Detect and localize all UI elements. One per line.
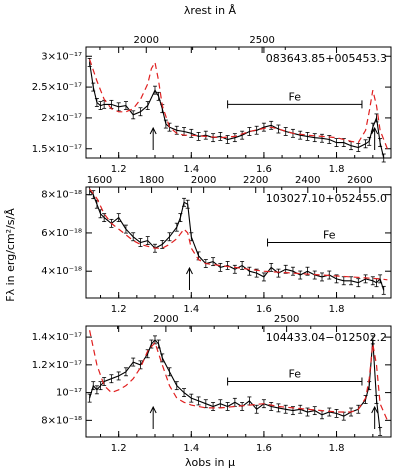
model-curve — [89, 330, 388, 421]
x-tick-label: 1.4 — [183, 164, 199, 175]
y-tick-label: 8×10⁻¹⁸ — [41, 415, 82, 426]
line-marker-arrowhead — [149, 126, 157, 135]
rest-tick-label: 2000 — [191, 175, 216, 186]
fe-label: Fe — [289, 90, 302, 103]
object-name: 104433.04−012502.2 — [266, 331, 387, 344]
object-name: 103027.10+052455.0 — [266, 192, 387, 205]
y-tick-label: 1.4×10⁻¹⁷ — [32, 332, 82, 343]
x-tick-label: 1.2 — [111, 164, 127, 175]
x-tick-label: 1.6 — [256, 164, 272, 175]
y-tick-label: 10⁻¹⁷ — [56, 388, 82, 399]
flux-axis-title: Fλ in erg/cm²/s/Å — [4, 208, 17, 302]
rest-tick-label: 2000 — [134, 35, 159, 46]
rest-tick-label: 2200 — [243, 175, 268, 186]
x-tick-label: 1.8 — [329, 164, 345, 175]
rest-tick-label: 2600 — [347, 175, 372, 186]
model-curve — [89, 59, 388, 150]
rest-wavelength-axis-title: λrest in Å — [184, 4, 237, 17]
line-marker-arrowhead — [371, 405, 379, 414]
y-tick-label: 8×10⁻¹⁸ — [41, 190, 82, 201]
fe-label: Fe — [289, 368, 302, 381]
line-marker-arrowhead — [149, 405, 157, 414]
rest-tick-label: 2500 — [274, 314, 299, 325]
panels-group: 1.2 1.4 1.6 1.8 2000 2500 1.5×10⁻¹⁷ 2×10⁻¹⁷ 2.5×… — [32, 35, 392, 454]
y-tick-label: 3×10⁻¹⁷ — [41, 51, 82, 62]
y-tick-label: 4×10⁻¹⁸ — [41, 266, 82, 277]
y-tick-label: 6×10⁻¹⁸ — [41, 228, 82, 239]
object-name: 083643.85+005453.3 — [266, 52, 387, 65]
line-marker-arrowhead — [371, 126, 379, 135]
y-tick-label: 2×10⁻¹⁷ — [41, 113, 82, 124]
y-tick-label: 1.5×10⁻¹⁷ — [32, 144, 82, 155]
panel-2: 1.2 1.4 1.6 1.8 1600 1800 2000 2200 2400 2600 4×10… — [41, 175, 392, 315]
x-tick-label: 1.4 — [183, 304, 199, 315]
panel-3: 1.2 1.4 1.6 1.8 2000 2500 8×10⁻¹⁸ 10⁻¹⁷ 1.2×10⁻¹… — [32, 314, 392, 454]
fe-label: Fe — [323, 229, 336, 242]
rest-tick-label: 1600 — [87, 175, 112, 186]
x-tick-label: 1.6 — [256, 443, 272, 454]
rest-tick-label: 2000 — [153, 314, 178, 325]
x-tick-label: 1.2 — [111, 443, 127, 454]
x-tick-label: 1.8 — [329, 304, 345, 315]
rest-tick-label: 2500 — [249, 35, 274, 46]
observed-wavelength-axis-title: λobs in μ — [185, 456, 235, 469]
line-marker-arrowhead — [186, 266, 193, 275]
x-tick-label: 1.8 — [329, 443, 345, 454]
x-tick-label: 1.2 — [111, 304, 127, 315]
rest-tick-label: 1800 — [139, 175, 164, 186]
y-tick-label: 2.5×10⁻¹⁷ — [32, 82, 82, 93]
y-tick-label: 1.2×10⁻¹⁷ — [32, 360, 82, 371]
x-tick-label: 1.6 — [256, 304, 272, 315]
panel-1: 1.2 1.4 1.6 1.8 2000 2500 1.5×10⁻¹⁷ 2×10⁻¹⁷ 2.5×… — [32, 35, 392, 175]
rest-tick-label: 2400 — [295, 175, 320, 186]
x-tick-label: 1.4 — [183, 443, 199, 454]
observed-spectrum — [89, 62, 385, 159]
